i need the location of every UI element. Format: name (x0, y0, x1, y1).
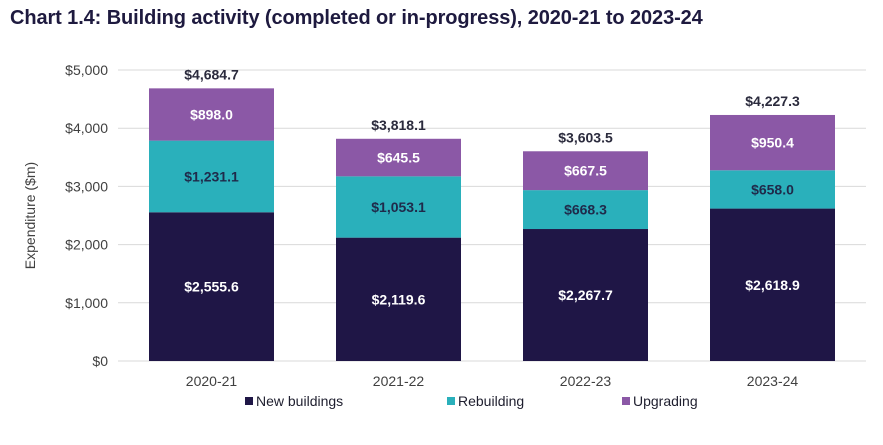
data-label: $2,267.7 (558, 287, 613, 303)
data-label: $950.4 (751, 135, 794, 151)
bar-segment (149, 140, 274, 213)
x-tick-label: 2021-22 (373, 373, 425, 389)
y-tick-label: $5,000 (65, 62, 108, 78)
bar-segment (336, 176, 461, 238)
y-tick-label: $3,000 (65, 178, 108, 194)
y-tick-label: $1,000 (65, 295, 108, 311)
y-tick-label: $4,000 (65, 120, 108, 136)
legend-swatch (622, 397, 630, 405)
total-label: $3,603.5 (558, 129, 613, 145)
chart-title: Chart 1.4: Building activity (completed … (10, 7, 703, 29)
y-axis-label: Expenditure ($m) (22, 162, 38, 269)
x-tick-label: 2020-21 (186, 373, 238, 389)
data-label: $2,119.6 (372, 291, 426, 307)
legend-label: Rebuilding (458, 393, 524, 409)
data-label: $667.5 (564, 163, 607, 179)
legend-swatch (447, 397, 455, 405)
bar-segment (149, 88, 274, 141)
x-tick-label: 2022-23 (560, 373, 612, 389)
bar-segment (336, 237, 461, 361)
total-label: $4,684.7 (184, 66, 239, 82)
legend-label: New buildings (256, 393, 343, 409)
data-label: $1,053.1 (371, 199, 426, 215)
data-label: $668.3 (564, 202, 607, 218)
data-label: $645.5 (377, 150, 420, 166)
y-tick-label: $0 (92, 353, 108, 369)
y-tick-label: $2,000 (65, 237, 108, 253)
data-label: $658.0 (751, 181, 794, 197)
data-label: $2,618.9 (745, 277, 800, 293)
legend-swatch (245, 397, 253, 405)
legend-label: Upgrading (633, 393, 698, 409)
bar-segment (710, 208, 835, 361)
bar-segment (523, 229, 648, 361)
data-label: $1,231.1 (184, 168, 239, 184)
bar-segment (523, 190, 648, 230)
x-tick-label: 2023-24 (747, 373, 799, 389)
total-label: $3,818.1 (371, 117, 426, 133)
bar-segment (710, 170, 835, 209)
bar-segment (523, 151, 648, 191)
bar-segment (336, 138, 461, 177)
data-label: $2,555.6 (184, 279, 239, 295)
bar-segment (149, 212, 274, 361)
total-label: $4,227.3 (745, 93, 800, 109)
data-label: $898.0 (190, 106, 233, 122)
bar-segment (710, 114, 835, 171)
